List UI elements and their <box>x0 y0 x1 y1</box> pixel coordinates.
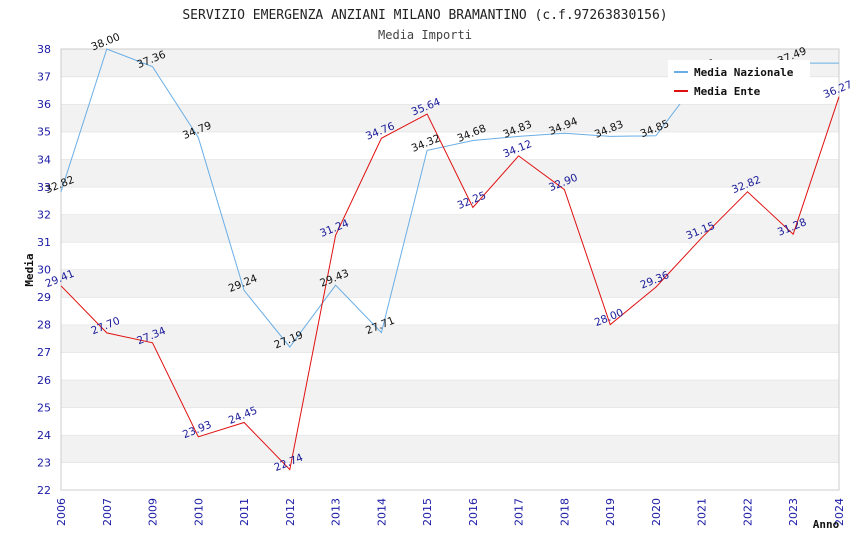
x-tick-label: 2015 <box>421 498 434 526</box>
grid-band <box>61 186 839 215</box>
grid-band <box>61 241 839 270</box>
y-tick-label: 26 <box>37 374 51 387</box>
x-tick-label: 2016 <box>467 498 480 526</box>
y-tick-label: 23 <box>37 456 51 469</box>
grid-band <box>61 269 839 298</box>
grid-band <box>61 297 839 325</box>
y-tick-label: 34 <box>37 153 51 166</box>
y-tick-label: 29 <box>37 291 51 304</box>
legend-entry: Media Ente <box>694 85 761 98</box>
y-axis-label: Media <box>23 253 36 286</box>
grid-band <box>61 324 839 353</box>
x-tick-label: 2014 <box>375 498 388 526</box>
x-tick-label: 2011 <box>238 498 251 526</box>
y-tick-label: 32 <box>37 208 51 221</box>
x-tick-label: 2024 <box>833 498 846 526</box>
y-tick-label: 28 <box>37 319 51 332</box>
grid-band <box>61 462 839 490</box>
x-tick-label: 2010 <box>192 498 205 526</box>
x-tick-label: 2009 <box>147 498 160 526</box>
x-tick-label: 2020 <box>650 498 663 526</box>
x-tick-label: 2021 <box>696 498 709 526</box>
x-axis-label: Anno <box>813 518 840 531</box>
x-tick-label: 2018 <box>558 498 571 526</box>
x-tick-label: 2022 <box>741 498 754 526</box>
x-tick-label: 2023 <box>787 498 800 526</box>
grid-band <box>61 434 839 463</box>
x-tick-label: 2006 <box>55 498 68 526</box>
x-tick-label: 2007 <box>101 498 114 526</box>
y-tick-label: 38 <box>37 43 51 56</box>
plot-background-bands <box>60 48 840 491</box>
legend-box <box>668 60 810 104</box>
legend-entry: Media Nazionale <box>694 66 794 79</box>
x-tick-label: 2013 <box>330 498 343 526</box>
y-tick-label: 24 <box>37 429 51 442</box>
series-line-media-ente <box>60 96 840 471</box>
grid-band <box>61 352 839 380</box>
y-tick-label: 35 <box>37 126 51 139</box>
x-tick-label: 2012 <box>284 498 297 526</box>
grid-band <box>61 407 839 435</box>
y-tick-label: 30 <box>37 264 51 277</box>
y-tick-label: 36 <box>37 98 51 111</box>
y-tick-label: 27 <box>37 346 51 359</box>
x-tick-label: 2017 <box>513 498 526 526</box>
grid-band <box>61 104 839 132</box>
x-tick-label: 2019 <box>604 498 617 526</box>
y-tick-label: 33 <box>37 181 51 194</box>
chart-title: SERVIZIO EMERGENZA ANZIANI MILANO BRAMAN… <box>182 8 667 23</box>
axes: 22 23 24 25 26 27 28 29 30 31 32 33 34 35 36 37 38 2006 20… <box>37 43 846 526</box>
y-tick-label: 22 <box>37 484 51 497</box>
legend: Media Nazionale Media Ente <box>668 60 810 104</box>
plot-border <box>60 48 840 491</box>
y-tick-label: 25 <box>37 401 51 414</box>
grid-band <box>61 214 839 242</box>
grid-band <box>61 379 839 408</box>
y-tick-label: 37 <box>37 71 51 84</box>
y-tick-label: 31 <box>37 236 51 249</box>
chart-subtitle: Media Importi <box>378 28 472 42</box>
grid-band <box>61 159 839 187</box>
